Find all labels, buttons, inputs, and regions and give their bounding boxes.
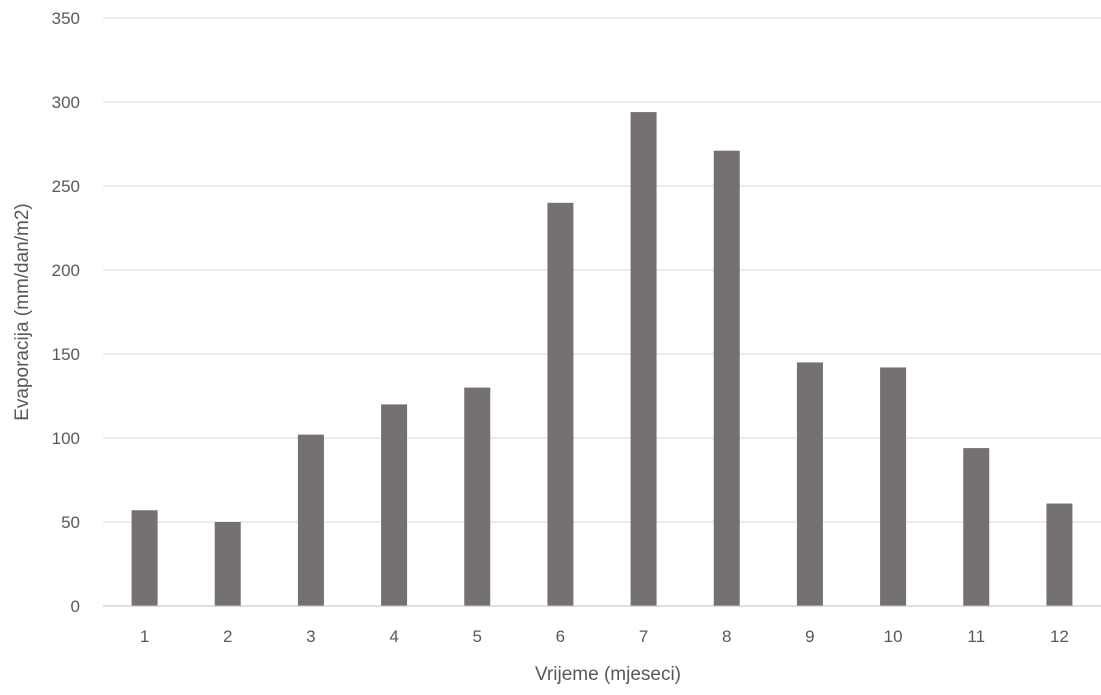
bar-5 bbox=[464, 388, 490, 606]
bar-4 bbox=[381, 404, 407, 606]
y-axis-title: Evaporacija (mm/dan/m2) bbox=[12, 203, 33, 421]
x-tick-label: 8 bbox=[722, 627, 731, 646]
y-tick-label: 200 bbox=[52, 261, 80, 280]
bar-6 bbox=[547, 203, 573, 606]
bar-3 bbox=[298, 435, 324, 606]
y-tick-label: 100 bbox=[52, 429, 80, 448]
bar-2 bbox=[215, 522, 241, 606]
bar-11 bbox=[963, 448, 989, 606]
x-tick-label: 5 bbox=[473, 627, 482, 646]
x-tick-label: 3 bbox=[306, 627, 315, 646]
x-tick-label: 12 bbox=[1050, 627, 1069, 646]
x-tick-label: 11 bbox=[967, 627, 985, 646]
y-tick-labels: 0 50 100 150 200 250 300 350 bbox=[52, 9, 80, 616]
x-tick-label: 4 bbox=[389, 627, 398, 646]
bar-7 bbox=[631, 112, 657, 606]
x-axis-title: Vrijeme (mjeseci) bbox=[535, 664, 681, 685]
y-tick-label: 0 bbox=[71, 597, 80, 616]
bar-8 bbox=[714, 151, 740, 606]
x-tick-label: 7 bbox=[639, 627, 648, 646]
x-tick-label: 2 bbox=[223, 627, 232, 646]
bar-12 bbox=[1046, 504, 1072, 606]
x-tick-label: 9 bbox=[805, 627, 814, 646]
y-tick-label: 350 bbox=[52, 9, 80, 28]
y-gridlines bbox=[103, 18, 1101, 522]
bar-9 bbox=[797, 362, 823, 606]
y-tick-label: 50 bbox=[61, 513, 80, 532]
x-tick-label: 1 bbox=[140, 627, 149, 646]
x-tick-labels: 1 2 3 4 5 6 7 8 9 10 11 12 bbox=[140, 627, 1069, 646]
y-tick-label: 150 bbox=[52, 345, 80, 364]
y-tick-label: 250 bbox=[52, 177, 80, 196]
y-tick-label: 300 bbox=[52, 93, 80, 112]
x-tick-label: 6 bbox=[556, 627, 565, 646]
bar-10 bbox=[880, 367, 906, 606]
x-tick-label: 10 bbox=[884, 627, 903, 646]
bar-1 bbox=[132, 510, 158, 606]
